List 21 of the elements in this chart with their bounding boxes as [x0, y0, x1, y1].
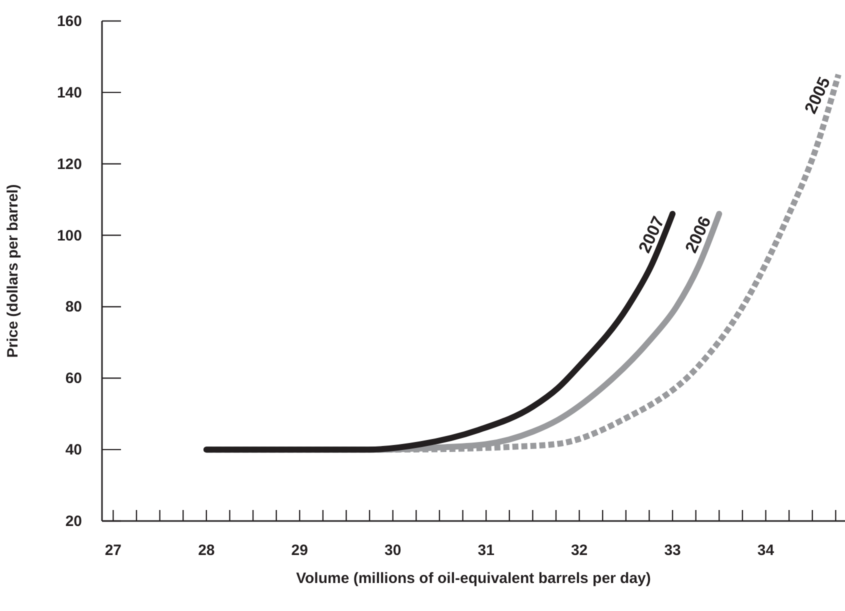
x-tick-label: 32 — [570, 542, 588, 559]
x-tick-label: 34 — [757, 542, 775, 559]
x-axis-title: Volume (millions of oil-equivalent barrels per day) — [296, 570, 651, 587]
x-tick-label: 30 — [384, 542, 402, 559]
x-tick-label: 29 — [291, 542, 308, 559]
x-tick-label: 31 — [478, 542, 494, 559]
y-tick-label: 160 — [56, 13, 82, 30]
y-tick-label: 40 — [65, 442, 82, 459]
y-tick-label: 140 — [56, 84, 82, 102]
y-tick-label: 100 — [56, 227, 82, 244]
y-tick-label: 60 — [65, 370, 82, 388]
text: 2005 — [800, 74, 834, 117]
y-tick-label: 80 — [65, 298, 82, 316]
y-axis-title: Price (dollars per barrel) — [4, 184, 22, 358]
text: 2006 — [682, 214, 715, 256]
x-tick-label: 27 — [104, 542, 122, 559]
text: 2007 — [634, 214, 668, 256]
x-tick-label: 28 — [198, 542, 215, 559]
y-tick-label: 120 — [56, 156, 82, 173]
y-tick-label: 20 — [65, 513, 82, 530]
x-tick-label: 33 — [664, 542, 681, 559]
